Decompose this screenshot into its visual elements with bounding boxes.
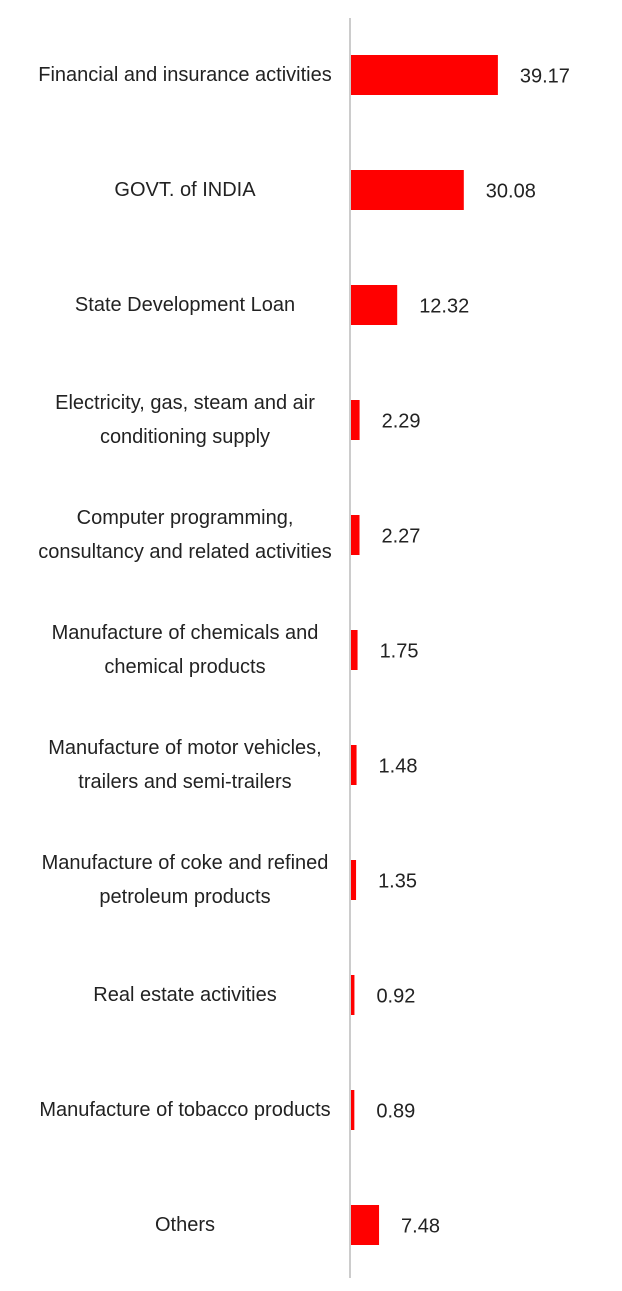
category-label: Financial and insurance activities bbox=[38, 64, 332, 86]
category-label: Others bbox=[154, 1214, 216, 1236]
category-label: Real estate activities bbox=[93, 984, 277, 1006]
category-label: Manufacture of motor vehicles, trailers … bbox=[48, 737, 322, 793]
bar bbox=[351, 1205, 380, 1245]
value-label: 39.17 bbox=[520, 65, 570, 87]
category-label: Manufacture of coke and refined petroleu… bbox=[41, 852, 329, 908]
bar bbox=[351, 170, 464, 210]
value-label: 7.48 bbox=[401, 1215, 440, 1237]
value-label: 0.92 bbox=[376, 985, 415, 1007]
value-label: 2.27 bbox=[382, 525, 421, 547]
bar bbox=[351, 285, 398, 325]
value-label: 2.29 bbox=[382, 410, 421, 432]
bar bbox=[351, 400, 360, 440]
bar bbox=[351, 515, 360, 555]
value-label: 0.89 bbox=[376, 1100, 415, 1122]
category-label: Manufacture of tobacco products bbox=[39, 1099, 331, 1121]
bar bbox=[351, 860, 357, 900]
bar bbox=[351, 745, 357, 785]
value-label: 12.32 bbox=[419, 295, 469, 317]
value-label: 1.48 bbox=[379, 755, 418, 777]
value-label: 30.08 bbox=[486, 180, 536, 202]
value-label: 1.35 bbox=[378, 870, 417, 892]
category-label: Manufacture of chemicals and chemical pr… bbox=[51, 622, 319, 678]
bar bbox=[351, 55, 498, 95]
bar bbox=[351, 1090, 355, 1130]
category-label: Computer programming, consultancy and re… bbox=[38, 507, 332, 563]
category-label: Electricity, gas, steam and air conditio… bbox=[55, 392, 315, 448]
category-label: GOVT. of INDIA bbox=[114, 179, 256, 201]
bar bbox=[351, 630, 358, 670]
value-label: 1.75 bbox=[380, 640, 419, 662]
category-label: State Development Loan bbox=[74, 294, 296, 316]
bar bbox=[351, 975, 355, 1015]
